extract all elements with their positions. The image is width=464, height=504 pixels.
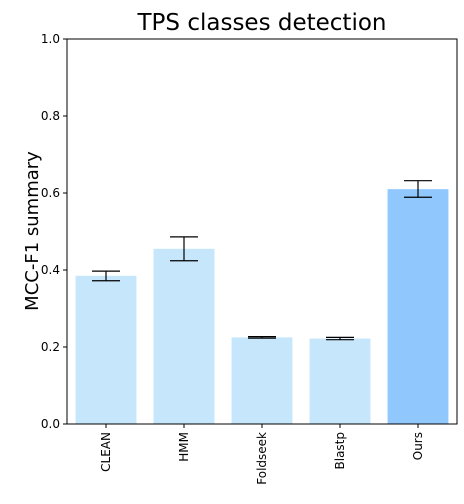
y-tick-label: 1.0	[41, 32, 60, 46]
bar-hmm	[153, 248, 215, 424]
x-tick-label: Blastp	[333, 432, 347, 470]
x-tick-label: Foldseek	[255, 432, 269, 485]
y-tick-label: 0.8	[41, 109, 60, 123]
y-tick-label: 0.4	[41, 263, 60, 277]
y-tick-label: 0.0	[41, 417, 60, 431]
bar-ours	[387, 189, 449, 424]
bar-blastp	[309, 338, 371, 424]
chart-title: TPS classes detection	[137, 10, 387, 36]
error-bars	[92, 180, 432, 341]
x-axis-ticks: CLEAN HMM Foldseek Blastp Ours	[99, 424, 425, 485]
bar-clean	[75, 275, 137, 424]
y-axis-label: MCC-F1 summary	[22, 151, 43, 311]
x-tick-label: CLEAN	[99, 432, 113, 472]
y-tick-label: 0.6	[41, 186, 60, 200]
bar-foldseek	[231, 337, 293, 424]
x-tick-label: Ours	[411, 432, 425, 460]
y-axis-ticks: 0.0 0.2 0.4 0.6 0.8 1.0	[41, 32, 67, 431]
plot-frame	[66, 38, 458, 425]
x-tick-label: HMM	[177, 432, 191, 462]
bars	[75, 189, 449, 424]
y-tick-label: 0.2	[41, 340, 60, 354]
